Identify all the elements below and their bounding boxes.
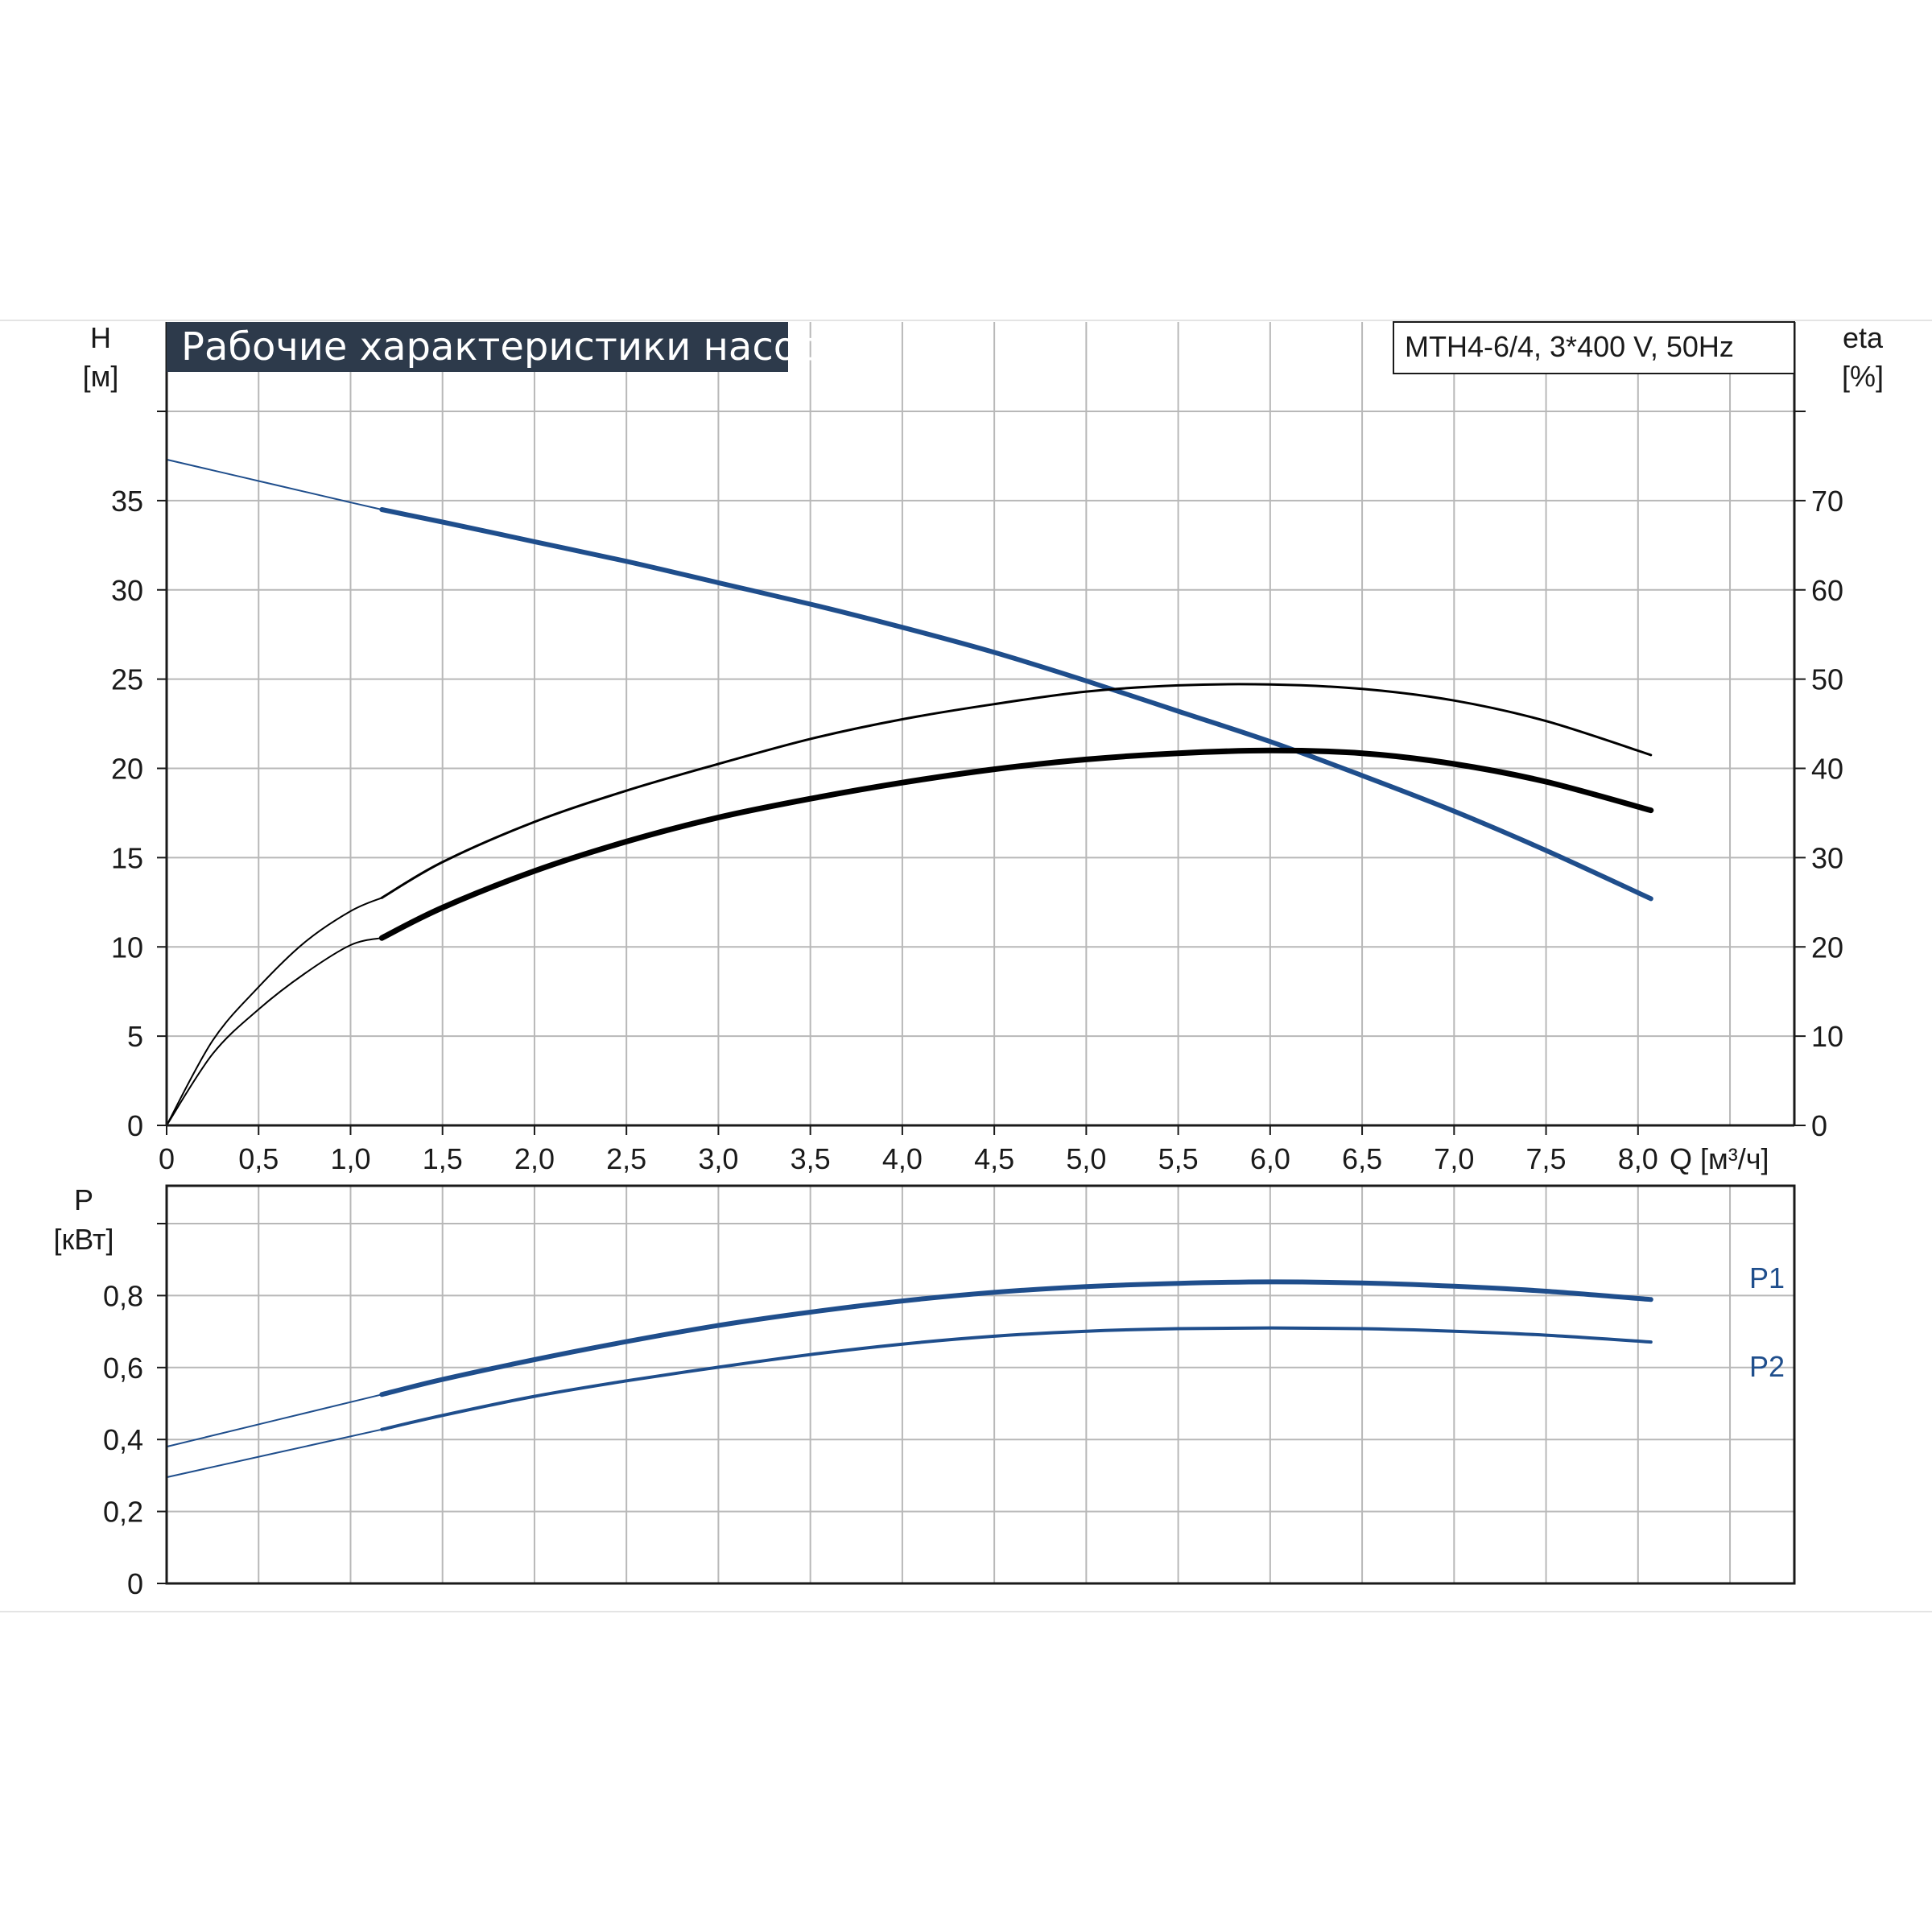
tick-labels: 0 0,5 1,0 1,5 2,0 2,5 3,0 3,5 4,0 4,5 5,0 5,5 6,0 6,5…	[103, 411, 1843, 1600]
p2-curve-extension	[166, 1428, 382, 1479]
eta-tick-label: 30	[1811, 841, 1843, 874]
x-tick-label: 4,0	[882, 1142, 923, 1175]
lower-grid	[167, 1186, 1794, 1583]
upper-frame	[165, 322, 1796, 1127]
h-tick-label: 10	[111, 931, 143, 964]
head-curve-extension	[166, 458, 382, 510]
x-tick-label: 2,0	[514, 1142, 555, 1175]
efficiency-curve-thin	[380, 683, 1653, 899]
upper-grid	[167, 322, 1794, 1125]
power-panel-frame	[165, 1184, 1796, 1585]
chart-title: Рабочие характеристики насоса	[181, 324, 842, 369]
eta-tick-label: 10	[1811, 1020, 1843, 1053]
q-axis-label: Q [м³/ч]	[1670, 1142, 1769, 1175]
p-axis-label-symbol: P	[74, 1183, 93, 1216]
p2-curve	[380, 1326, 1653, 1431]
x-tick-label: 0	[159, 1142, 175, 1175]
x-tick-label: 7,0	[1434, 1142, 1474, 1175]
efficiency-curve-thin-extension	[166, 897, 382, 1126]
lower-curves	[166, 1279, 1653, 1479]
p1-curve	[379, 1279, 1653, 1397]
p-tick-label: 0	[127, 1567, 143, 1600]
model-label: MTH4-6/4, 3*400 V, 50Hz	[1405, 330, 1734, 363]
x-tick-label: 5,5	[1158, 1142, 1199, 1175]
x-tick-label: 6,5	[1342, 1142, 1382, 1175]
h-tick-label: 30	[111, 574, 143, 607]
h-tick-label: 25	[111, 663, 143, 696]
eta-tick-label: 0	[1811, 1109, 1827, 1142]
eta-tick-label: 50	[1811, 663, 1843, 696]
eta-tick-label: 70	[1811, 485, 1843, 518]
head-curve	[379, 507, 1653, 902]
p2-series-label: P2	[1749, 1350, 1785, 1383]
lower-frame	[165, 1184, 1796, 1585]
efficiency-curve-bold	[378, 747, 1654, 941]
h-tick-label: 15	[111, 841, 143, 874]
x-tick-label: 3,5	[791, 1142, 831, 1175]
h-tick-label: 0	[127, 1109, 143, 1142]
x-tick-label: 4,5	[974, 1142, 1014, 1175]
eta-tick-label: 20	[1811, 931, 1843, 964]
p-axis-label-unit: [кВт]	[53, 1223, 114, 1256]
x-tick-label: 3,0	[698, 1142, 738, 1175]
x-tick-label: 0,5	[238, 1142, 279, 1175]
p-tick-label: 0,8	[103, 1279, 143, 1312]
x-tick-label: 8,0	[1618, 1142, 1658, 1175]
p-tick-label: 0,2	[103, 1496, 143, 1529]
eta-tick-label: 60	[1811, 574, 1843, 607]
efficiency-curve-bold-extension	[166, 937, 382, 1126]
x-tick-label: 6,0	[1250, 1142, 1290, 1175]
h-axis-label-symbol: H	[90, 321, 111, 354]
h-axis-label-unit: [м]	[83, 360, 119, 393]
eta-tick-label: 40	[1811, 753, 1843, 786]
chart-title-box	[167, 322, 788, 372]
model-box	[1393, 321, 1795, 374]
x-tick-label: 2,5	[606, 1142, 646, 1175]
h-tick-label: 5	[127, 1020, 143, 1053]
upper-curves	[166, 458, 1654, 1126]
eta-axis-label-symbol: eta	[1843, 321, 1884, 354]
p1-curve-extension	[166, 1393, 382, 1448]
eta-axis-label-unit: [%]	[1842, 360, 1884, 393]
h-tick-label: 35	[111, 485, 143, 518]
x-tick-label: 7,5	[1526, 1142, 1567, 1175]
p-tick-label: 0,6	[103, 1352, 143, 1385]
p1-series-label: P1	[1749, 1261, 1785, 1294]
x-tick-label: 5,0	[1066, 1142, 1106, 1175]
x-tick-label: 1,5	[423, 1142, 463, 1175]
h-tick-label: 20	[111, 753, 143, 786]
x-tick-label: 1,0	[330, 1142, 370, 1175]
p-tick-label: 0,4	[103, 1423, 143, 1456]
